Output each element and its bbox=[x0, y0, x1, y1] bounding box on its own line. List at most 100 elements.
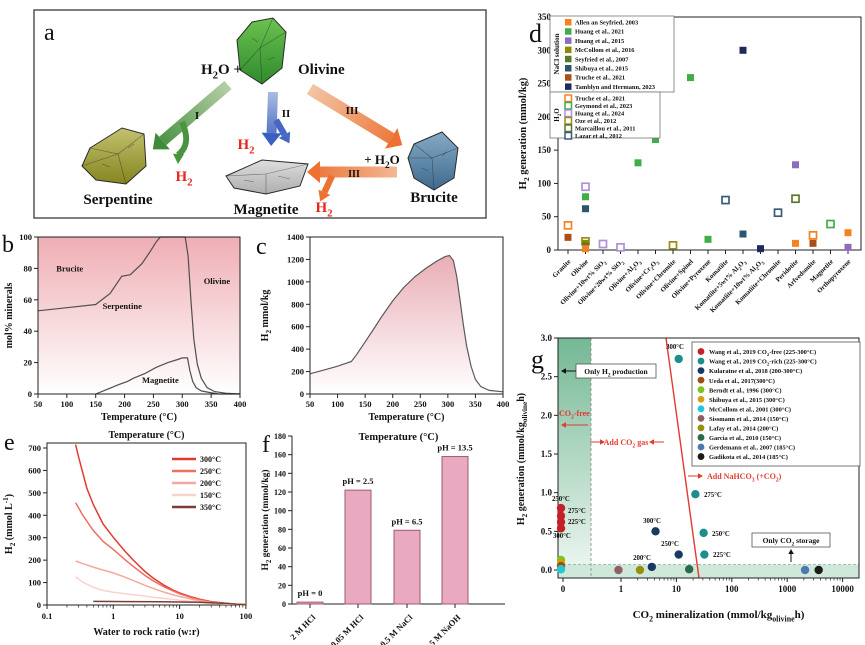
legend-entry: Marcaillou et al., 2011 bbox=[575, 126, 635, 133]
legend-swatch bbox=[564, 124, 573, 133]
legend-entry: 250°C bbox=[200, 467, 221, 476]
x-tick-label: 400 bbox=[497, 399, 510, 409]
point-temp-label: 300°C bbox=[643, 518, 661, 525]
h2-label: H2 bbox=[237, 137, 254, 157]
data-point bbox=[687, 74, 694, 82]
point-temp-label: 275°C bbox=[568, 508, 586, 515]
data-point bbox=[826, 219, 835, 229]
legend-entry: 150°C bbox=[200, 491, 221, 500]
reaction-arrow-icon bbox=[307, 161, 397, 183]
shape bbox=[117, 153, 127, 185]
y-tick-label: 2.5 bbox=[541, 372, 553, 382]
x-tick-label: 1 bbox=[111, 611, 115, 621]
legend-swatch bbox=[564, 109, 573, 118]
y-axis-label: H2 generation (mmol/kg) bbox=[518, 77, 531, 189]
panel-letter: g bbox=[531, 345, 544, 374]
data-point bbox=[598, 239, 608, 249]
point-temp-label: 200°C bbox=[633, 555, 651, 562]
bar-0.05 M HCl bbox=[344, 489, 372, 605]
data-point bbox=[699, 528, 708, 538]
series-h2-generation-curve bbox=[309, 254, 504, 393]
arrow-head-icon bbox=[561, 422, 566, 428]
arrow-head-icon bbox=[173, 153, 184, 164]
category-label: 2 M HCl bbox=[288, 612, 318, 642]
data-point bbox=[556, 524, 566, 533]
y-axis-label: mol% minerals bbox=[4, 282, 15, 348]
y-tick-label: 800 bbox=[291, 299, 304, 309]
data-point bbox=[739, 46, 747, 54]
only-storage-label: Only CO2 storage bbox=[763, 536, 821, 547]
data-point bbox=[556, 511, 566, 521]
point-temp-label: 275°C bbox=[704, 492, 722, 499]
shape bbox=[278, 131, 291, 144]
legend-entry: 200°C bbox=[200, 479, 221, 488]
y-tick-label: 40 bbox=[24, 326, 33, 336]
x-axis-label: CO2 mineralization (mmol/kgolivineh) bbox=[633, 609, 805, 623]
y-tick-label: 40 bbox=[278, 563, 286, 572]
x-axis-label: Water to rock ratio (w:r) bbox=[93, 627, 199, 638]
y-axis-label: H2 (mmol L-1) bbox=[2, 494, 17, 554]
y-tick-label: 0.5 bbox=[541, 526, 553, 536]
y-tick-label: 600 bbox=[291, 322, 304, 332]
shape bbox=[307, 161, 320, 183]
legend-swatch bbox=[697, 424, 705, 432]
x-tick-label: 300 bbox=[441, 399, 454, 409]
x-tick-label: 250 bbox=[147, 399, 160, 409]
shape bbox=[81, 127, 147, 185]
x-tick-label: 1000 bbox=[778, 584, 797, 594]
arrow-head-icon bbox=[600, 439, 605, 445]
shape bbox=[441, 151, 448, 157]
ph-label: pH = 13.5 bbox=[437, 443, 472, 453]
legend-swatch bbox=[565, 83, 572, 90]
panel-letter: e bbox=[4, 430, 15, 456]
brucite-label: Brucite bbox=[410, 190, 458, 206]
data-point bbox=[556, 565, 566, 574]
region-label: Serpentine bbox=[103, 301, 142, 311]
point-temp-label: 300°C bbox=[666, 344, 684, 351]
legend-entry: Huang et al., 2021 bbox=[575, 29, 624, 36]
y-tick-label: 20 bbox=[278, 581, 286, 590]
y-tick-label: 200 bbox=[28, 555, 41, 565]
legend-entry: Huang et al., 2015 bbox=[575, 38, 624, 45]
data-point bbox=[647, 562, 657, 572]
legend-entry: Lazar et al., 2012 bbox=[575, 133, 622, 140]
data-point bbox=[684, 565, 694, 574]
y-tick-label: 20 bbox=[24, 358, 33, 368]
y-tick-label: 0.0 bbox=[541, 565, 553, 575]
x-tick-label: 1 bbox=[619, 584, 624, 594]
y-tick-label: 100 bbox=[538, 178, 552, 188]
y-tick-label: 0 bbox=[547, 245, 552, 255]
data-point bbox=[800, 565, 810, 575]
y-tick-label: 400 bbox=[291, 344, 304, 354]
ph-label: pH = 6.5 bbox=[391, 516, 422, 526]
data-point bbox=[556, 503, 566, 513]
path-i-label: I bbox=[195, 110, 199, 122]
legend-entry: Shibuya et al., 2015 bbox=[575, 66, 628, 73]
category-label: Granite bbox=[551, 258, 572, 279]
point-temp-label: 250°C bbox=[712, 531, 730, 538]
point-temp-label: 225°C bbox=[568, 519, 586, 526]
legend-entry: Sissmann et al., 2014 (150°C) bbox=[709, 416, 788, 423]
data-point bbox=[844, 229, 852, 237]
legend-swatch bbox=[565, 55, 572, 63]
legend-swatch bbox=[697, 376, 705, 384]
series-350°C bbox=[93, 600, 246, 606]
data-point bbox=[791, 194, 800, 204]
shape bbox=[431, 157, 435, 191]
legend-group-label: NaCl solution bbox=[553, 33, 561, 74]
plus-h2o-label: + H2O bbox=[364, 152, 400, 171]
legend-swatch bbox=[697, 443, 705, 451]
data-point bbox=[651, 527, 660, 536]
shape bbox=[318, 189, 331, 202]
x-tick-label: 100 bbox=[331, 399, 344, 409]
x-tick-label: 100 bbox=[240, 611, 253, 621]
shape bbox=[152, 132, 170, 150]
legend-entry: Kularatne et al., 2018 (200-300°C) bbox=[709, 368, 802, 375]
panel-e-water-rock-ratio-chart: 0.1 1 10 100 0 100 200 300 400 500 600 700 300°C 250°… bbox=[2, 430, 253, 638]
h2-branch-arrow-icon bbox=[176, 120, 190, 158]
category-label: 0.05 M HCl bbox=[328, 612, 365, 645]
legend-swatch bbox=[697, 414, 705, 422]
y-tick-label: 1.5 bbox=[541, 449, 553, 459]
region-label: Olivine bbox=[204, 276, 231, 286]
data-point bbox=[792, 239, 799, 247]
